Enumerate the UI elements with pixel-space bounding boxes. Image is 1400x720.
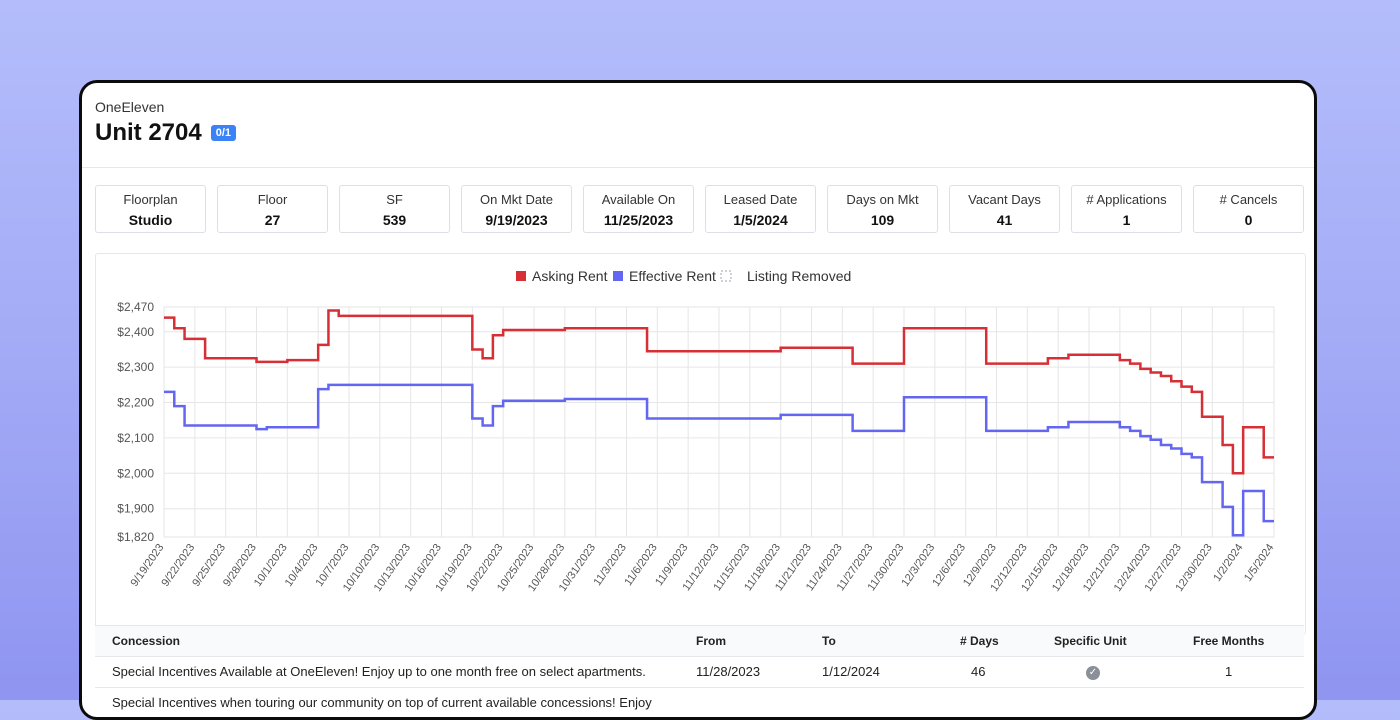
- y-tick-label: $2,000: [117, 466, 154, 480]
- stat-floorplan: Floorplan Studio: [95, 185, 206, 233]
- y-tick-label: $2,470: [117, 300, 154, 314]
- col-specific-unit: Specific Unit: [1054, 634, 1127, 648]
- table-row[interactable]: Special Incentives when touring our comm…: [95, 688, 1304, 717]
- x-tick-label: 1/5/2024: [1242, 542, 1276, 584]
- stat-label: Available On: [601, 192, 676, 207]
- table-row[interactable]: Special Incentives Available at OneEleve…: [95, 657, 1304, 688]
- check-circle-icon: ✓: [1086, 665, 1100, 680]
- stat-value: 539: [382, 212, 407, 228]
- stat-value: Studio: [128, 212, 173, 228]
- stat-label: SF: [386, 192, 403, 207]
- stat-label: Leased Date: [723, 192, 798, 207]
- stat-vacant-days: Vacant Days 41: [949, 185, 1060, 233]
- y-tick-label: $1,820: [117, 530, 154, 544]
- stat-leased-date: Leased Date 1/5/2024: [705, 185, 816, 233]
- stat-value: 27: [264, 212, 281, 228]
- from-date: 11/28/2023: [696, 664, 761, 679]
- legend-label: Listing Removed: [747, 268, 851, 284]
- legend-swatch: [720, 270, 732, 282]
- legend-label: Asking Rent: [532, 268, 608, 284]
- x-tick-label: 1/2/2024: [1211, 542, 1245, 584]
- unit-header: OneEleven Unit 2704 0/1: [95, 99, 237, 147]
- rent-chart: $2,470 $2,400 $2,300 $2,200 $2,100 $2,000 $1,9…: [117, 268, 1276, 594]
- unit-badge: 0/1: [210, 125, 237, 141]
- y-tick-label: $2,400: [117, 325, 154, 339]
- legend-swatch: [516, 271, 526, 281]
- stat-value: 0: [1244, 212, 1253, 228]
- legend-swatch: [613, 271, 623, 281]
- y-tick-label: $1,900: [117, 502, 154, 516]
- stat-value: 11/25/2023: [603, 212, 674, 228]
- stat-days-on-mkt: Days on Mkt 109: [827, 185, 938, 233]
- stat-label: Floorplan: [123, 192, 178, 207]
- stat-value: 9/19/2023: [485, 212, 548, 228]
- stat-label: Days on Mkt: [846, 192, 919, 207]
- stat-cancels: # Cancels 0: [1193, 185, 1304, 233]
- rent-chart-panel: $2,470 $2,400 $2,300 $2,200 $2,100 $2,000 $1,9…: [95, 253, 1306, 635]
- stat-on-mkt-date: On Mkt Date 9/19/2023: [461, 185, 572, 233]
- y-tick-label: $2,300: [117, 360, 154, 374]
- col-days: # Days: [960, 634, 999, 648]
- unit-card: OneEleven Unit 2704 0/1 Floorplan Studio…: [79, 80, 1317, 720]
- y-tick-label: $2,100: [117, 431, 154, 445]
- specific-unit-check: ✓: [1086, 657, 1100, 687]
- col-to: To: [822, 634, 836, 648]
- stat-available-on: Available On 11/25/2023: [583, 185, 694, 233]
- stat-value: 1: [1122, 212, 1131, 228]
- stat-floor: Floor 27: [217, 185, 328, 233]
- stat-label: Floor: [257, 192, 288, 207]
- stat-value: 1/5/2024: [733, 212, 788, 228]
- series-line-asking-rent: [164, 309, 1274, 475]
- unit-title: Unit 2704: [95, 119, 202, 146]
- col-concession: Concession: [112, 634, 181, 648]
- stat-value: 109: [870, 212, 895, 228]
- concessions-table: Concession From To # Days Specific Unit …: [95, 625, 1304, 717]
- col-from: From: [696, 634, 726, 648]
- stat-value: 41: [996, 212, 1013, 228]
- stat-label: # Cancels: [1219, 192, 1278, 207]
- series-line-effective-rent: [164, 383, 1274, 537]
- header-divider: [82, 167, 1314, 168]
- y-tick-label: $2,200: [117, 396, 154, 410]
- concession-text: Special Incentives Available at OneEleve…: [112, 664, 646, 679]
- col-free-months: Free Months: [1193, 634, 1265, 648]
- legend-label: Effective Rent: [629, 268, 716, 284]
- stat-label: # Applications: [1086, 192, 1167, 207]
- stat-sf: SF 539: [339, 185, 450, 233]
- free-months: 1: [1225, 664, 1233, 679]
- concession-text: Special Incentives when touring our comm…: [112, 695, 652, 710]
- table-header: Concession From To # Days Specific Unit …: [95, 625, 1304, 657]
- property-name: OneEleven: [95, 99, 165, 115]
- days-count: 46: [971, 664, 986, 679]
- stats-row: Floorplan Studio Floor 27 SF 539 On Mkt …: [95, 185, 1306, 235]
- stat-applications: # Applications 1: [1071, 185, 1182, 233]
- stat-label: Vacant Days: [968, 192, 1041, 207]
- stat-label: On Mkt Date: [480, 192, 553, 207]
- to-date: 1/12/2024: [822, 664, 880, 679]
